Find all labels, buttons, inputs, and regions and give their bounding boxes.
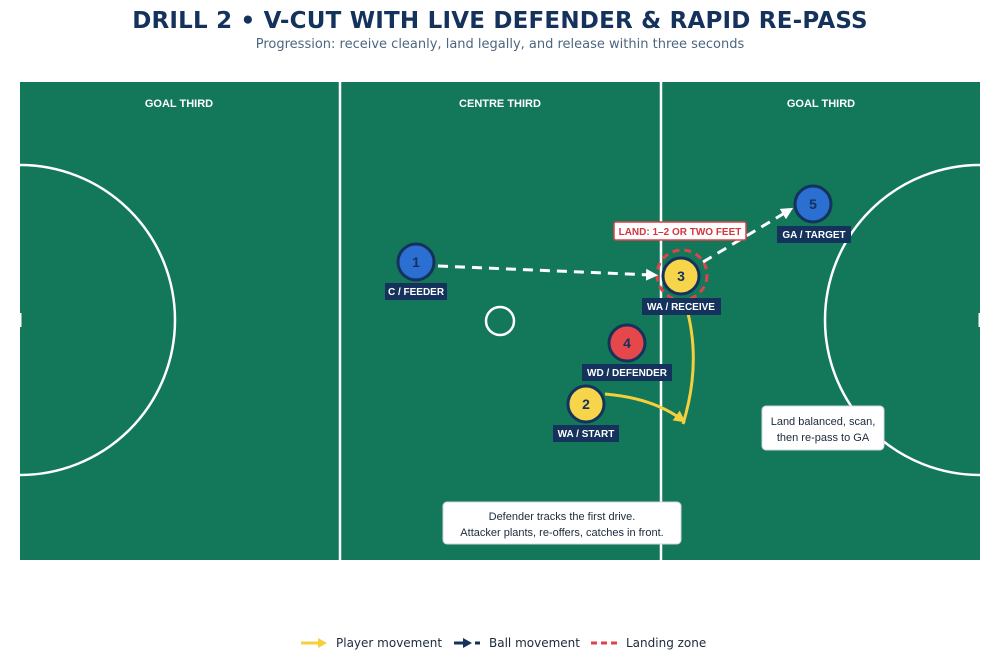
zone-label-left: GOAL THIRD bbox=[145, 98, 213, 110]
player-5: 5 GA / TARGET bbox=[777, 184, 851, 243]
legend-item-landing-zone: Landing zone bbox=[590, 632, 706, 654]
goal-circle-right bbox=[823, 163, 980, 477]
court-surface bbox=[20, 82, 980, 560]
dashed-red-line-icon bbox=[591, 641, 617, 645]
legend-label-landing-zone: Landing zone bbox=[626, 636, 707, 650]
goal-circle-left bbox=[20, 163, 177, 477]
landing-callout: LAND: 1–2 OR TWO FEET bbox=[613, 221, 747, 241]
note-bottom-line-1: Defender tracks the first drive. bbox=[489, 511, 636, 523]
player-3-number: 3 bbox=[677, 268, 685, 284]
player-4-label: WD / DEFENDER bbox=[587, 368, 668, 379]
yellow-arrow-icon bbox=[301, 638, 327, 648]
zone-label-centre: CENTRE THIRD bbox=[459, 98, 541, 110]
player-1-marker bbox=[396, 242, 436, 282]
legend-label-ball-movement: Ball movement bbox=[489, 636, 580, 650]
player-5-number: 5 bbox=[809, 196, 817, 212]
player-recut-3 bbox=[681, 305, 695, 425]
zone-label-right: GOAL THIRD bbox=[787, 98, 855, 110]
player-1: 1 C / FEEDER bbox=[385, 242, 447, 300]
player-4-number: 4 bbox=[623, 335, 631, 351]
diagram-title: DRILL 2 • V-CUT WITH LIVE DEFENDER & RAP… bbox=[132, 8, 868, 34]
legend-item-player-movement: Player movement bbox=[300, 632, 442, 654]
dashed-arrow-icon bbox=[454, 638, 480, 648]
player-2-number: 2 bbox=[582, 396, 590, 412]
diagram-subtitle: Progression: receive cleanly, land legal… bbox=[255, 37, 745, 52]
player-3-label: WA / RECEIVE bbox=[647, 302, 715, 313]
player-drive-2 bbox=[604, 392, 686, 423]
player-4: 4 WD / DEFENDER bbox=[582, 323, 672, 381]
player-3: 3 WA / RECEIVE bbox=[642, 256, 721, 315]
player-2-label: WA / START bbox=[558, 429, 615, 440]
legend-label-player-movement: Player movement bbox=[336, 636, 443, 650]
legend-item-ball-movement: Ball movement bbox=[453, 632, 580, 654]
note-bottom-line-2: Attacker plants, re-offers, catches in f… bbox=[460, 527, 663, 539]
player-2-marker bbox=[566, 384, 606, 424]
note-right-line-1: Land balanced, scan, bbox=[771, 416, 876, 428]
player-2: 2 WA / START bbox=[553, 384, 619, 442]
player-3-marker bbox=[661, 256, 701, 296]
note-bottom: Defender tracks the first drive. Attacke… bbox=[442, 501, 682, 545]
note-right-line-2: then re-pass to GA bbox=[777, 432, 870, 444]
player-1-label: C / FEEDER bbox=[388, 287, 445, 298]
court-markings bbox=[20, 82, 980, 560]
landing-callout-text: LAND: 1–2 OR TWO FEET bbox=[619, 227, 742, 238]
note-right: Land balanced, scan, then re-pass to GA bbox=[761, 405, 885, 451]
player-5-label: GA / TARGET bbox=[782, 230, 845, 241]
player-4-marker bbox=[607, 323, 647, 363]
legend: Player movement Ball movement Landing zo… bbox=[0, 632, 1000, 654]
centre-circle bbox=[484, 305, 516, 337]
player-1-number: 1 bbox=[412, 254, 420, 270]
ball-pass-1-to-3 bbox=[437, 264, 658, 281]
player-5-marker bbox=[793, 184, 833, 224]
